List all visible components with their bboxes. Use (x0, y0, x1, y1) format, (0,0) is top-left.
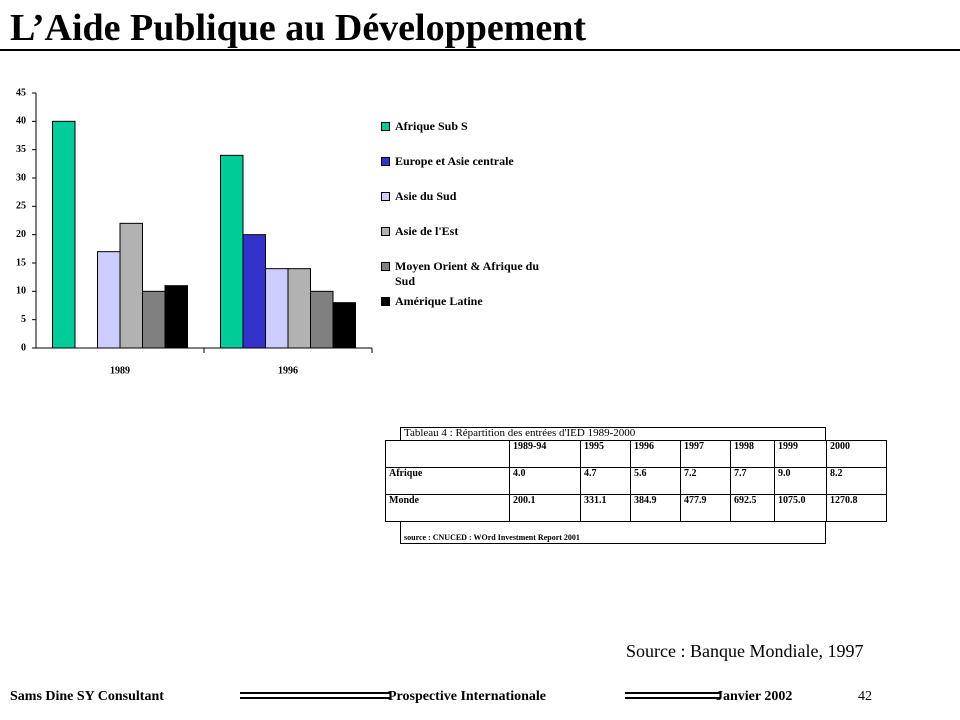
table-cell: 384.9 (630, 494, 681, 522)
table-cell: 1270.8 (826, 494, 887, 522)
bar (265, 268, 289, 349)
table-cell: 200.1 (509, 494, 581, 522)
bar (119, 222, 143, 349)
column-header: 1989-94 (509, 440, 581, 468)
y-tick-label: 45 (16, 87, 26, 98)
legend-label: Amérique Latine (395, 294, 483, 308)
legend-swatch (381, 157, 390, 166)
column-header: 2000 (826, 440, 887, 468)
bar (287, 268, 311, 349)
y-tick-label: 10 (16, 286, 26, 297)
table-cell: 692.5 (730, 494, 775, 522)
table-header-row: 1989-94 1995 1996 1997 1998 1999 2000 (385, 440, 887, 468)
table-cell: 331.1 (580, 494, 631, 522)
column-header: 1997 (680, 440, 731, 468)
legend-label: Asie de l'Est (395, 224, 459, 238)
bar (97, 251, 121, 349)
column-header: 1995 (580, 440, 631, 468)
column-header: 1996 (630, 440, 681, 468)
x-tick-label: 1989 (110, 365, 130, 376)
source: Source : Banque Mondiale, 1997 (626, 641, 864, 661)
legend-item: Asie du Sud (381, 189, 551, 204)
table: 1989-94 1995 1996 1997 1998 1999 2000 Afrique 4.… (385, 440, 887, 522)
legend-item: Europe et Asie centrale (381, 154, 551, 169)
table-title: Tableau 4 : Répartition des entrées d'IE… (404, 427, 636, 439)
page-number: 42 (858, 689, 872, 704)
bar (332, 302, 356, 349)
table-cell: Monde (385, 494, 510, 522)
y-tick-label: 20 (16, 229, 26, 240)
footer-date: Janvier 2002 (716, 689, 793, 704)
y-tick-label: 0 (21, 342, 26, 353)
table-cell: 5.6 (630, 467, 681, 495)
table-cell: Afrique (385, 467, 510, 495)
bar (220, 154, 244, 349)
legend-item: Asie de l'Est (381, 224, 551, 239)
table-cell: 4.0 (509, 467, 581, 495)
table-row: Afrique 4.0 4.7 5.6 7.2 7.7 9.0 8.2 (385, 467, 887, 495)
table-cell: 9.0 (774, 467, 827, 495)
table-cell: 477.9 (680, 494, 731, 522)
bar (52, 120, 76, 349)
table-source: source : CNUCED : WOrd Investment Report… (404, 533, 580, 542)
legend-label: Europe et Asie centrale (395, 154, 514, 168)
legend-swatch (381, 262, 390, 271)
y-tick-label: 35 (16, 144, 26, 155)
table-row: Monde 200.1 331.1 384.9 477.9 692.5 1075.0 1270… (385, 494, 887, 522)
footer-topic: Prospective Internationale (388, 689, 546, 704)
bar (142, 290, 166, 349)
legend-swatch (381, 227, 390, 236)
legend-swatch (381, 192, 390, 201)
table-cell: 7.7 (730, 467, 775, 495)
table-cell: 8.2 (826, 467, 887, 495)
table-cell: 1075.0 (774, 494, 827, 522)
legend-item: Afrique Sub S (381, 119, 551, 134)
bar (242, 234, 266, 349)
legend-swatch (381, 297, 390, 306)
slide-title: L’Aide Publique au Développement (10, 7, 587, 49)
legend-label: Moyen Orient & Afrique du Sud (395, 259, 539, 288)
column-header (385, 440, 510, 468)
legend-swatch (381, 122, 390, 131)
legend-item: Moyen Orient & Afrique du Sud (381, 259, 551, 289)
bar (310, 290, 334, 349)
legend-label: Afrique Sub S (395, 119, 468, 133)
table-cell: 7.2 (680, 467, 731, 495)
column-header: 1999 (774, 440, 827, 468)
bar (164, 285, 188, 349)
y-tick-label: 30 (16, 172, 26, 183)
y-tick-label: 40 (16, 116, 26, 127)
legend-item: Amérique Latine (381, 294, 551, 309)
y-tick-label: 5 (21, 314, 26, 325)
column-header: 1998 (730, 440, 775, 468)
y-tick-label: 15 (16, 257, 26, 268)
x-tick-label: 1996 (278, 365, 298, 376)
footer-author: Sams Dine SY Consultant (10, 689, 164, 704)
table-cell: 4.7 (580, 467, 631, 495)
legend-label: Asie du Sud (395, 189, 457, 203)
y-tick-label: 25 (16, 201, 26, 212)
